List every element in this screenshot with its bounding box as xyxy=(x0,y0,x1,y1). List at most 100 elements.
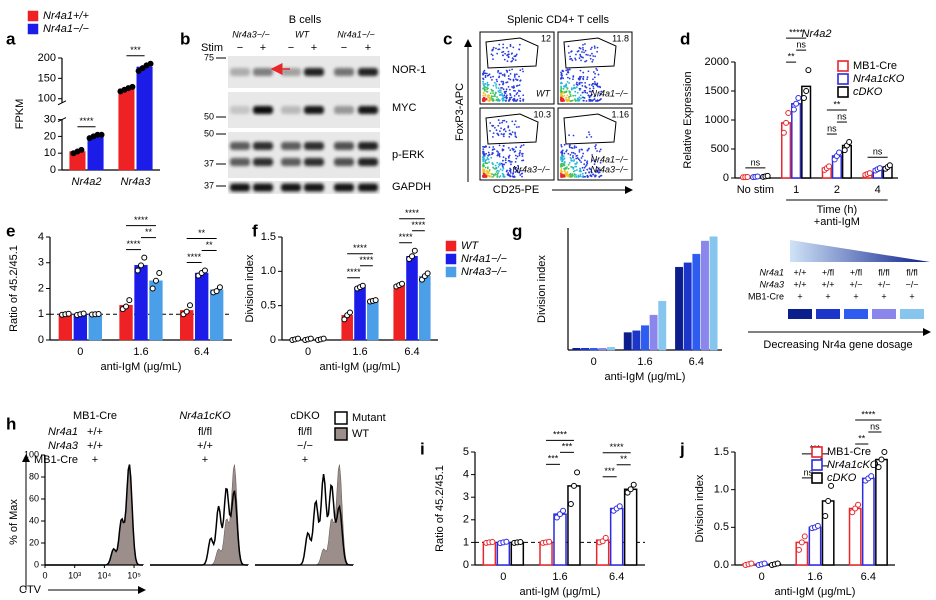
flow-event xyxy=(562,77,565,80)
flow-event xyxy=(568,146,571,149)
flow-event xyxy=(491,149,494,151)
flow-event xyxy=(566,87,569,90)
flow-event xyxy=(564,98,567,101)
blot-title: B cells xyxy=(289,14,322,26)
flow-event xyxy=(581,46,584,49)
legend-swatch xyxy=(27,23,39,35)
flow-event xyxy=(495,87,498,89)
blot-band xyxy=(281,183,301,192)
flow-event xyxy=(486,74,489,77)
flow-event xyxy=(517,167,520,170)
flow-event xyxy=(565,150,568,153)
y-tick-label: 3 xyxy=(463,491,469,503)
flow-event xyxy=(514,54,517,57)
flow-event xyxy=(515,85,518,87)
flow-event xyxy=(504,52,507,55)
flow-event xyxy=(497,119,500,121)
blot-band xyxy=(230,106,250,114)
flow-event xyxy=(507,77,510,80)
flow-event xyxy=(491,95,494,98)
flow-event xyxy=(510,96,513,99)
flow-event xyxy=(502,46,505,49)
genotype: +/+ xyxy=(87,440,103,452)
data-point xyxy=(307,335,314,342)
flow-event xyxy=(506,81,509,83)
flow-event xyxy=(507,55,510,58)
y-tick-label: 1500 xyxy=(705,85,729,97)
flow-event xyxy=(489,122,492,124)
flow-event xyxy=(521,175,523,178)
flow-event xyxy=(498,122,501,125)
flow-event xyxy=(565,83,567,86)
flow-event xyxy=(560,71,562,74)
flow-event xyxy=(572,78,574,81)
panel-letter: b xyxy=(180,29,190,48)
flow-event xyxy=(595,171,597,173)
flow-event xyxy=(563,161,566,164)
data-point xyxy=(785,110,792,117)
flow-event xyxy=(512,46,515,49)
flow-event xyxy=(509,175,512,178)
flow-event xyxy=(560,85,562,88)
flow-event xyxy=(505,81,508,84)
flow-event xyxy=(518,48,521,51)
flow-event xyxy=(590,93,593,96)
flow-event xyxy=(563,100,565,102)
significance-label: *** xyxy=(548,454,559,464)
flow-event xyxy=(587,148,590,150)
stim-sign: + xyxy=(365,42,371,54)
bar xyxy=(649,314,658,351)
flow-event xyxy=(485,162,488,165)
mw-marker: 37 xyxy=(204,180,214,190)
data-point xyxy=(783,119,790,126)
flow-event xyxy=(504,130,507,133)
flow-event xyxy=(511,86,513,88)
data-point xyxy=(852,505,859,512)
flow-event xyxy=(519,146,522,149)
flow-event xyxy=(485,86,487,89)
blot-band xyxy=(253,106,273,114)
flow-event xyxy=(560,95,563,97)
flow-event xyxy=(505,90,508,93)
bar xyxy=(821,500,835,566)
y-axis-label: FoxP3-APC xyxy=(454,83,466,141)
flow-event xyxy=(584,165,587,168)
flow-event xyxy=(509,171,512,174)
flow-event xyxy=(497,165,500,168)
flow-event xyxy=(504,157,507,160)
flow-event xyxy=(495,129,498,132)
flow-event xyxy=(505,120,508,123)
flow-event xyxy=(499,175,502,177)
flow-event xyxy=(562,87,565,90)
y-tick-label: 2 xyxy=(463,514,469,526)
panel-letter: a xyxy=(6,29,16,48)
flow-event xyxy=(502,174,505,177)
flow-event xyxy=(598,169,601,171)
flow-event xyxy=(513,89,515,92)
flow-event xyxy=(574,57,576,60)
flow-event xyxy=(482,164,484,166)
panel-letter: i xyxy=(420,439,425,458)
legend-label: Nr4a3−/− xyxy=(461,266,507,278)
flow-event xyxy=(507,126,510,129)
flow-event xyxy=(600,90,603,93)
flow-event xyxy=(584,89,587,92)
legend-label: cDKO xyxy=(827,472,857,484)
flow-event xyxy=(561,152,564,155)
bar xyxy=(553,513,567,566)
flow-event xyxy=(592,82,595,85)
flow-event xyxy=(583,97,586,99)
flow-event xyxy=(565,149,568,151)
flow-event xyxy=(486,170,489,173)
legend-swatch xyxy=(872,309,896,319)
flow-event xyxy=(562,91,565,94)
data-point xyxy=(139,65,146,72)
flow-event xyxy=(582,169,585,172)
flow-event xyxy=(488,96,491,98)
blot-band xyxy=(253,183,273,192)
legend-swatch xyxy=(445,240,457,252)
flow-event xyxy=(484,166,487,169)
flow-event xyxy=(502,88,505,91)
flow-event xyxy=(566,68,569,71)
bar xyxy=(692,253,701,351)
